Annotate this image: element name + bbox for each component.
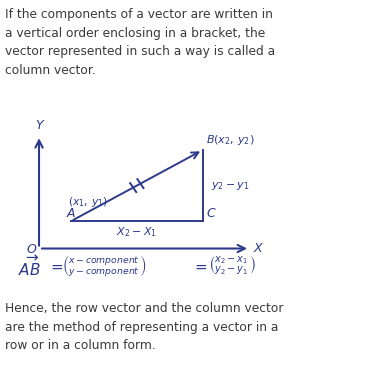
Text: $\overrightarrow{AB}$: $\overrightarrow{AB}$	[18, 254, 41, 279]
Text: $=$: $=$	[192, 259, 208, 274]
Text: $y_2 - y_1$: $y_2 - y_1$	[211, 179, 250, 192]
Text: $B(x_2,\/ y_2)$: $B(x_2,\/ y_2)$	[206, 133, 255, 147]
Text: O: O	[26, 243, 36, 256]
Text: $\binom{x - component}{y - component}$: $\binom{x - component}{y - component}$	[62, 253, 146, 279]
Text: column vector.: column vector.	[5, 64, 96, 77]
Text: $X_2 - X_1$: $X_2 - X_1$	[116, 225, 157, 239]
Text: Hence, the row vector and the column vector: Hence, the row vector and the column vec…	[5, 302, 283, 315]
Text: row or in a column form.: row or in a column form.	[5, 339, 156, 352]
Text: If the components of a vector are written in: If the components of a vector are writte…	[5, 8, 273, 21]
Text: A: A	[66, 207, 75, 220]
Text: vector represented in such a way is called a: vector represented in such a way is call…	[5, 45, 275, 58]
Text: $(x_1,\/ y_1)$: $(x_1,\/ y_1)$	[68, 195, 109, 209]
Text: $=$: $=$	[48, 259, 64, 274]
Text: Y: Y	[35, 119, 43, 132]
Text: X: X	[253, 242, 262, 255]
Text: $\binom{x_2 - x_1}{y_2 - y_1}$: $\binom{x_2 - x_1}{y_2 - y_1}$	[208, 255, 256, 278]
Text: are the method of representing a vector in a: are the method of representing a vector …	[5, 320, 279, 333]
Text: a vertical order enclosing in a bracket, the: a vertical order enclosing in a bracket,…	[5, 27, 265, 40]
Text: C: C	[206, 207, 215, 220]
